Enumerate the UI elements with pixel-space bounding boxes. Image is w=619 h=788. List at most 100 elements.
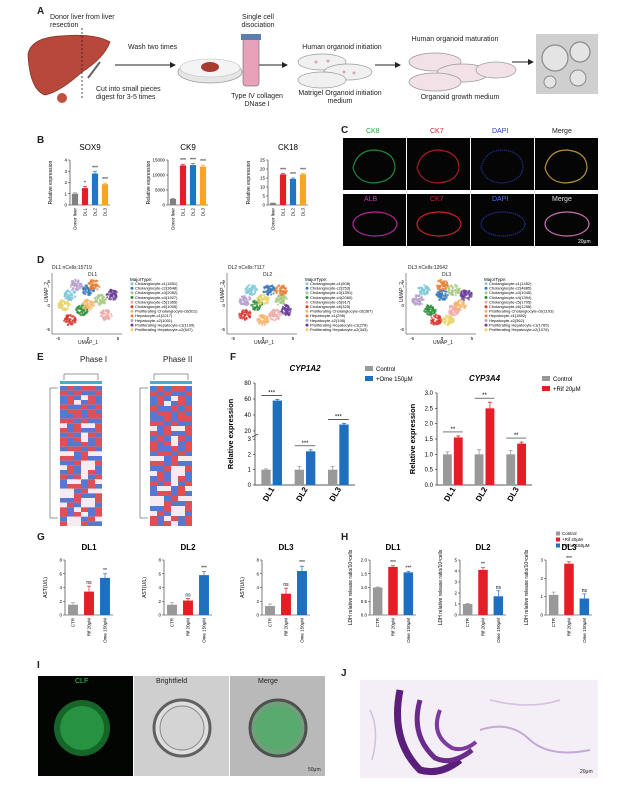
umap-xtick: -5 xyxy=(56,336,60,341)
umap-point xyxy=(463,291,466,294)
umap-point xyxy=(411,300,414,303)
if-dapi xyxy=(471,138,534,190)
umap-ytick: 0 xyxy=(401,303,404,308)
panel-label-a: A xyxy=(37,6,45,17)
umap-3: -5 0 5 5 0 -5 MajorType:Cholangiocyte-c1(1452)… xyxy=(400,273,554,341)
growth-medium-text: Organoid growth medium xyxy=(420,94,500,101)
chart-title: DL2 xyxy=(180,543,196,552)
umap-point xyxy=(444,294,447,297)
umap-point xyxy=(443,280,446,283)
umap-point xyxy=(261,323,264,327)
category-label: DL3 xyxy=(506,485,522,503)
label-dapi-2: DAPI xyxy=(492,196,509,203)
heatmap-cell xyxy=(157,426,164,431)
umap-point xyxy=(243,318,247,321)
umap-ytick: -5 xyxy=(400,327,404,332)
matrigel-text: Matrigel Organoid initiation medium xyxy=(298,90,382,105)
umap-point xyxy=(453,313,456,316)
umap-point xyxy=(269,285,272,288)
umap-point xyxy=(423,283,426,287)
umap-point xyxy=(84,299,87,302)
umap-xtick: -5 xyxy=(410,336,414,341)
category-label: Ome 150μM xyxy=(300,618,305,643)
bar xyxy=(279,174,287,205)
umap-point xyxy=(285,297,288,300)
heatmap-title-phase2: Phase II xyxy=(163,355,193,364)
heatmap-cell xyxy=(185,466,192,471)
legend-swatch xyxy=(305,282,309,286)
panel-label-e: E xyxy=(37,352,44,363)
heatmap-cell xyxy=(67,474,74,480)
heatmap-cell xyxy=(178,491,185,496)
bar xyxy=(579,598,590,615)
heatmap-cell xyxy=(81,428,88,433)
umap-point xyxy=(240,298,243,301)
umap-point xyxy=(107,314,110,317)
umap-point xyxy=(435,320,438,323)
umap-legend-label: Cholangiocyte-c6(1258) xyxy=(489,304,532,309)
umap-point xyxy=(425,312,429,315)
heatmap-cell xyxy=(185,391,192,396)
chart-10: DL3 0 1 2 3 LDH relative release ratio/10⁴cel… xyxy=(524,531,592,643)
umap-point xyxy=(262,293,265,296)
panel-label-g: G xyxy=(37,532,45,543)
umap-point xyxy=(457,300,460,303)
umap-point xyxy=(456,291,459,294)
heatmap-cell xyxy=(171,456,178,461)
heatmap-cell xyxy=(74,409,81,414)
significance-label: *** xyxy=(201,566,207,572)
heatmap-cell xyxy=(164,421,171,426)
umap-point xyxy=(68,294,72,297)
umap-point xyxy=(272,318,275,321)
heatmap-cell xyxy=(157,476,164,481)
chart-title: SOX9 xyxy=(79,143,101,152)
heatmap-cell xyxy=(185,506,192,511)
umap-point xyxy=(78,287,81,290)
heatmap-cell xyxy=(60,432,67,438)
umap-point xyxy=(278,292,281,295)
heatmap-cell xyxy=(88,507,95,512)
heatmap-cell xyxy=(67,470,74,475)
label-clf: CLF xyxy=(75,678,89,685)
bar xyxy=(403,572,414,615)
umap-point xyxy=(63,319,66,322)
heatmap-cell xyxy=(74,404,81,410)
heatmap-cell xyxy=(60,456,67,461)
umap-point xyxy=(266,289,269,292)
heatmap-cell xyxy=(185,476,192,481)
heatmap-cell xyxy=(185,446,192,451)
umap-point xyxy=(289,310,292,313)
heatmap-cell xyxy=(67,404,74,410)
heatmap-cell xyxy=(60,512,67,517)
umap-point xyxy=(453,308,456,311)
heatmap-cell xyxy=(171,391,178,396)
heatmap-cell xyxy=(164,496,171,501)
umap-point xyxy=(453,302,457,305)
umap-point xyxy=(238,312,241,315)
umap-point xyxy=(249,311,252,314)
heatmap-cell xyxy=(150,441,157,446)
umap-point xyxy=(447,322,450,325)
umap-point xyxy=(452,320,455,323)
umap-point xyxy=(287,307,290,310)
umap-point xyxy=(88,287,92,290)
heatmap-cell xyxy=(164,506,171,511)
umap-point xyxy=(248,284,251,287)
umap-point xyxy=(107,311,110,314)
heatmap-cell xyxy=(171,516,178,521)
heatmap-cell xyxy=(164,501,171,506)
umap-point xyxy=(256,305,259,308)
umap-point xyxy=(77,279,80,283)
umap-legend-label: Cholangiocyte-c3(1391) xyxy=(310,290,353,295)
umap-point xyxy=(90,283,93,286)
heatmap-cell xyxy=(60,409,67,414)
bar xyxy=(68,604,78,615)
umap-point xyxy=(279,296,282,299)
umap-legend-label: Cholangiocyte-c5(1705) xyxy=(489,299,532,304)
umap-point xyxy=(100,300,103,303)
heatmap-cell xyxy=(67,502,74,508)
heatmap-cell xyxy=(60,404,67,410)
heatmap-cell xyxy=(67,488,74,494)
umap-point xyxy=(245,310,248,313)
heatmap-cell xyxy=(150,431,157,436)
